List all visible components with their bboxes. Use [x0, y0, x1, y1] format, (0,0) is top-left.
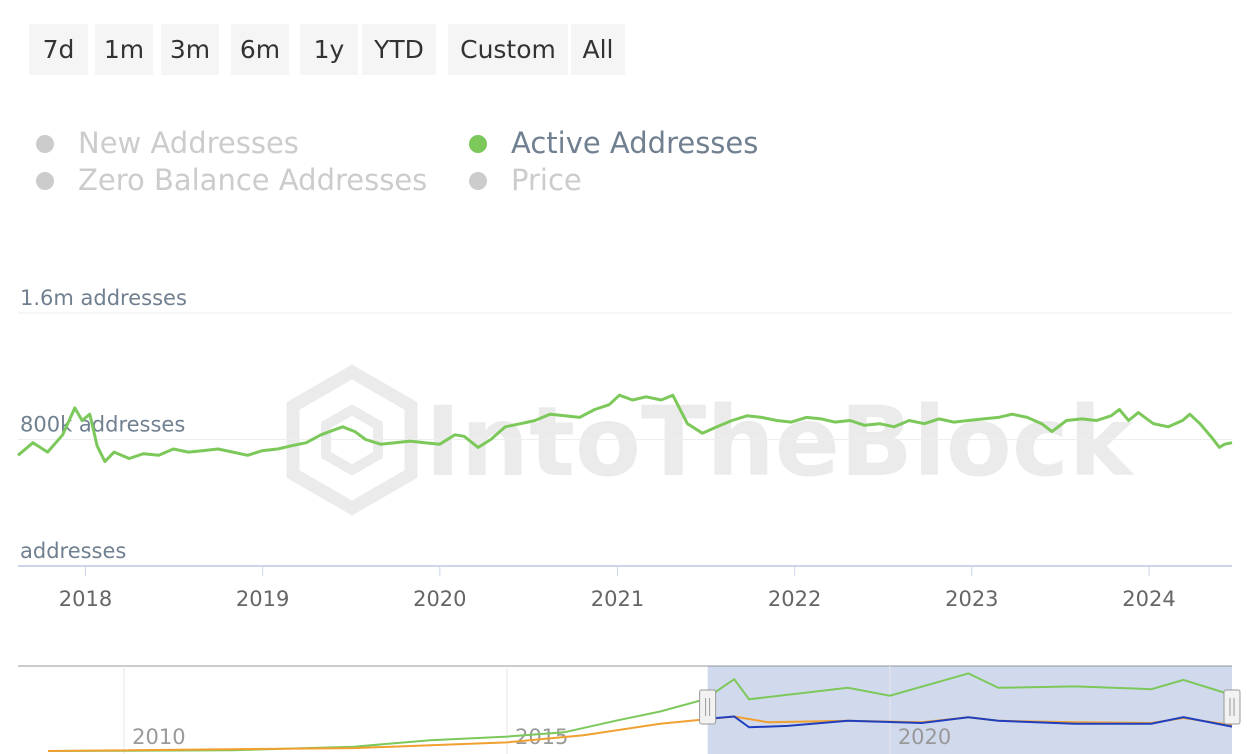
x-tick-label: 2023: [945, 587, 998, 611]
handle-grip-icon: [699, 689, 717, 725]
legend-label: New Addresses: [78, 126, 299, 160]
range-button-all[interactable]: All: [571, 24, 625, 75]
range-button-7d[interactable]: 7d: [29, 24, 88, 75]
legend-dot: [36, 172, 54, 190]
y-tick-label: addresses: [20, 539, 126, 563]
range-button-1y[interactable]: 1y: [300, 24, 358, 75]
watermark-text: IntoTheBlock: [425, 386, 1135, 498]
legend-dot: [469, 135, 487, 153]
navigator-tick-label: 2010: [132, 725, 185, 749]
active-addresses-line: [17, 393, 1233, 464]
range-button-ytd[interactable]: YTD: [362, 24, 436, 75]
chart-grid: [18, 312, 1232, 440]
x-tick-label: 2019: [236, 587, 289, 611]
watermark: IntoTheBlock: [286, 364, 1135, 516]
range-button-3m[interactable]: 3m: [161, 24, 219, 75]
handle-grip-icon: [1223, 689, 1241, 725]
range-button-custom[interactable]: Custom: [448, 24, 568, 75]
x-tick-label: 2020: [413, 587, 466, 611]
navigator-tick-label: 2020: [898, 725, 951, 749]
legend-label: Zero Balance Addresses: [78, 163, 428, 197]
legend-label: Price: [511, 163, 582, 197]
legend-label: Active Addresses: [511, 126, 759, 160]
series-layer: [17, 393, 1233, 464]
x-tick-label: 2018: [59, 587, 112, 611]
range-button-1m[interactable]: 1m: [95, 24, 153, 75]
legend-dot: [36, 135, 54, 153]
x-axis: 2018 2019 2020 2021 2022 2023 2024: [18, 565, 1232, 611]
x-tick-label: 2021: [591, 587, 644, 611]
navigator[interactable]: 2010 2015 2020: [0, 660, 1247, 754]
x-tick-label: 2024: [1122, 587, 1175, 611]
x-tick-label: 2022: [768, 587, 821, 611]
legend-dot: [469, 172, 487, 190]
y-tick-label: 1.6m addresses: [20, 286, 187, 310]
range-button-6m[interactable]: 6m: [231, 24, 289, 75]
active-addresses-chart: IntoTheBlock addresses 800k addresses 1.6m…: [17, 286, 1233, 611]
navigator-series-line: [707, 715, 1233, 729]
navigator-series-line: [47, 672, 1233, 752]
navigator-handle-left[interactable]: [699, 689, 717, 725]
y-axis-labels: addresses 800k addresses 1.6m addresses: [20, 286, 187, 563]
navigator-handle-right[interactable]: [1223, 689, 1241, 725]
intotheblock-logo-icon: [286, 364, 418, 516]
y-tick-label: 800k addresses: [20, 413, 185, 437]
navigator-selected-range: [707, 666, 1232, 754]
